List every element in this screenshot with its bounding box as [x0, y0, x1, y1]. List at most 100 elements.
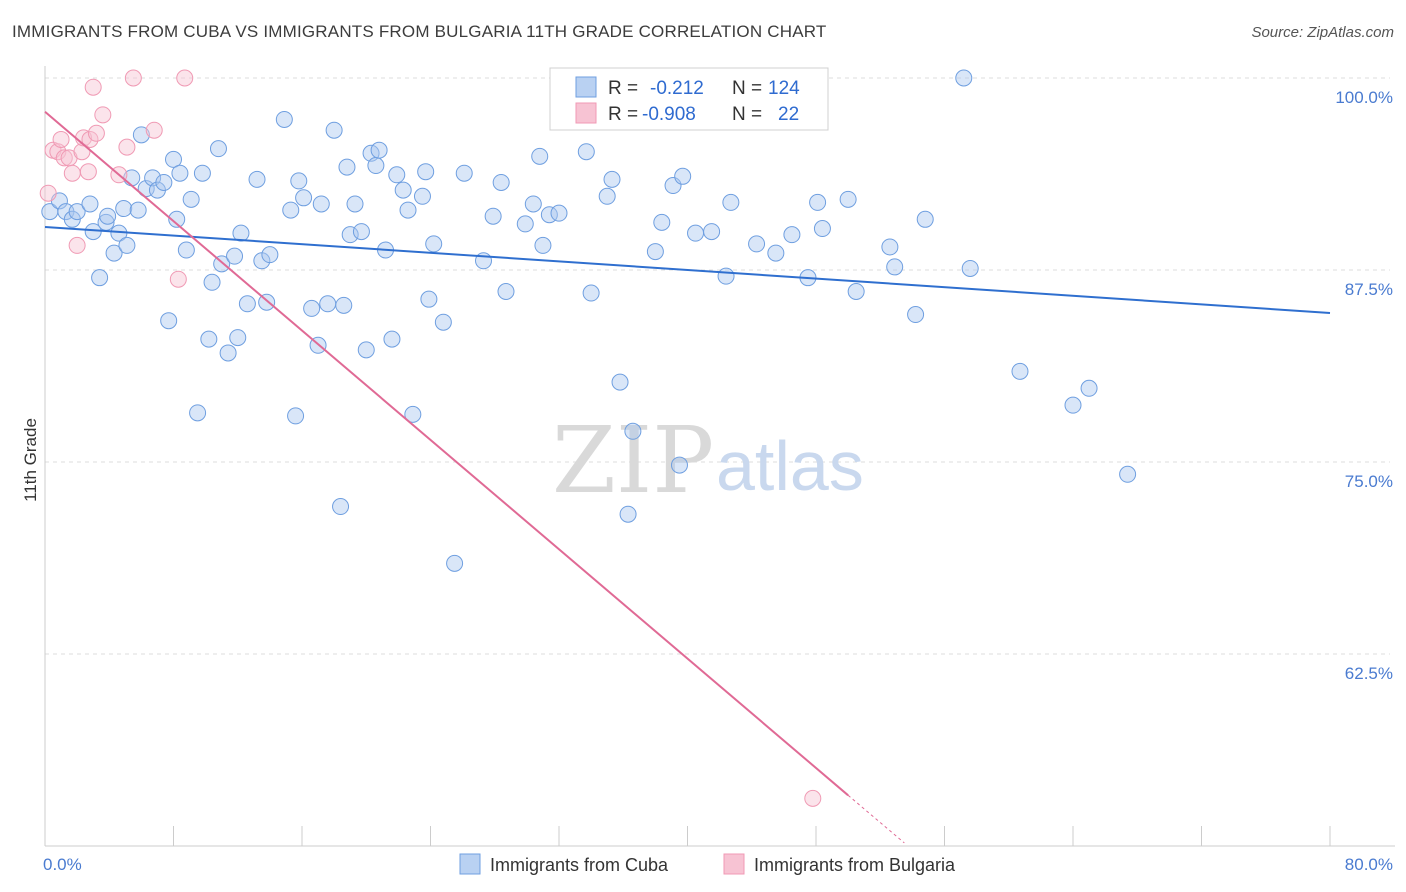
cuba-point	[577, 143, 595, 161]
cuba-point	[907, 306, 925, 324]
legend-box: R = -0.212 N = 124 R = -0.908 N = 22	[549, 67, 829, 131]
cuba-point	[303, 299, 321, 317]
cuba-point	[81, 195, 99, 213]
legend-swatch-bulgaria	[575, 102, 597, 124]
cuba-point	[582, 284, 600, 302]
cuba-point	[341, 226, 359, 244]
cuba-point	[847, 283, 865, 301]
y-tick-label: 62.5%	[1345, 664, 1393, 683]
bottom-legend-swatch-cuba	[459, 853, 481, 875]
legend-n-value-cuba: 124	[768, 78, 800, 99]
y-tick-label: 100.0%	[1335, 88, 1393, 107]
y-tick-label: 75.0%	[1345, 472, 1393, 491]
cuba-point	[177, 241, 195, 259]
cuba-point	[516, 215, 534, 233]
x-tick-label: 80.0%	[1345, 855, 1393, 874]
source-label: Source: ZipAtlas.com	[1251, 24, 1394, 41]
cuba-point	[653, 213, 671, 231]
cuba-point	[813, 220, 831, 238]
tick-labels: 100.0% 87.5% 75.0% 62.5% 0.0% 80.0%	[43, 88, 1393, 874]
series-cuba-points	[41, 69, 1137, 572]
bulgaria-trend-line	[44, 111, 849, 797]
cuba-point	[115, 200, 133, 218]
cuba-point	[550, 204, 568, 222]
cuba-point	[534, 236, 552, 254]
cuba-point	[352, 223, 370, 241]
cuba-point	[319, 295, 337, 313]
cuba-point	[295, 189, 313, 207]
cuba-point	[209, 140, 227, 158]
bottom-legend-label-bulgaria: Immigrants from Bulgaria	[754, 855, 956, 875]
cuba-point	[961, 259, 979, 277]
cuba-point	[189, 404, 207, 422]
cuba-point	[335, 296, 353, 314]
bottom-legend-swatch-bulgaria	[723, 853, 745, 875]
cuba-point	[955, 69, 973, 87]
cuba-point	[129, 201, 147, 219]
cuba-point	[325, 121, 343, 139]
bulgaria-point	[804, 789, 822, 807]
cuba-point	[203, 273, 221, 291]
legend-n-label-bulgaria: N =	[732, 104, 762, 125]
bulgaria-point	[79, 163, 97, 181]
cuba-point	[248, 170, 266, 188]
bulgaria-point	[68, 236, 86, 254]
bulgaria-point	[39, 184, 57, 202]
cuba-point	[492, 173, 510, 191]
cuba-point	[767, 244, 785, 262]
cuba-point	[611, 373, 629, 391]
cuba-point	[200, 330, 218, 348]
cuba-point	[91, 269, 109, 287]
bulgaria-trend-extension	[847, 794, 905, 844]
cuba-point	[881, 238, 899, 256]
bulgaria-point	[81, 130, 99, 148]
axes	[44, 66, 1395, 847]
cuba-point	[105, 244, 123, 262]
cuba-point	[703, 223, 721, 241]
cuba-point	[404, 405, 422, 423]
bottom-legend-label-cuba: Immigrants from Cuba	[490, 855, 669, 875]
watermark-zip: ZIP	[552, 407, 714, 514]
cuba-point	[413, 187, 431, 205]
cuba-point	[722, 193, 740, 211]
cuba-point	[219, 344, 237, 362]
cuba-point	[165, 150, 182, 168]
cuba-point	[1119, 465, 1137, 483]
cuba-point	[332, 498, 350, 516]
legend-n-label-cuba: N =	[732, 78, 762, 99]
cuba-point	[394, 181, 412, 199]
gridlines	[45, 77, 1390, 655]
cuba-point	[497, 283, 515, 301]
cuba-point	[226, 247, 244, 265]
cuba-point	[455, 164, 473, 182]
cuba-point	[261, 246, 279, 264]
cuba-point	[809, 193, 827, 211]
cuba-point	[624, 422, 642, 440]
bulgaria-point	[52, 130, 70, 148]
cuba-point	[1064, 396, 1082, 414]
cuba-point	[446, 554, 464, 572]
cuba-point	[383, 330, 401, 348]
cuba-point	[338, 158, 356, 176]
cuba-point	[171, 164, 189, 182]
legend-r-value-bulgaria: -0.908	[642, 104, 696, 125]
series-bulgaria-points	[39, 69, 822, 807]
cuba-point	[674, 167, 692, 185]
cuba-point	[160, 312, 178, 330]
bulgaria-point	[169, 270, 187, 288]
cuba-point	[275, 110, 293, 128]
cuba-point	[839, 190, 857, 208]
cuba-point	[370, 141, 388, 159]
cuba-point	[312, 195, 330, 213]
legend-r-label-cuba: R =	[608, 78, 638, 99]
cuba-point	[717, 267, 735, 285]
cuba-point	[687, 224, 705, 242]
chart-title: IMMIGRANTS FROM CUBA VS IMMIGRANTS FROM …	[12, 22, 827, 41]
cuba-point	[886, 258, 904, 276]
cuba-point	[670, 456, 688, 474]
cuba-point	[425, 235, 443, 253]
cuba-point	[282, 201, 300, 219]
cuba-point	[132, 126, 150, 144]
cuba-point	[524, 195, 542, 213]
